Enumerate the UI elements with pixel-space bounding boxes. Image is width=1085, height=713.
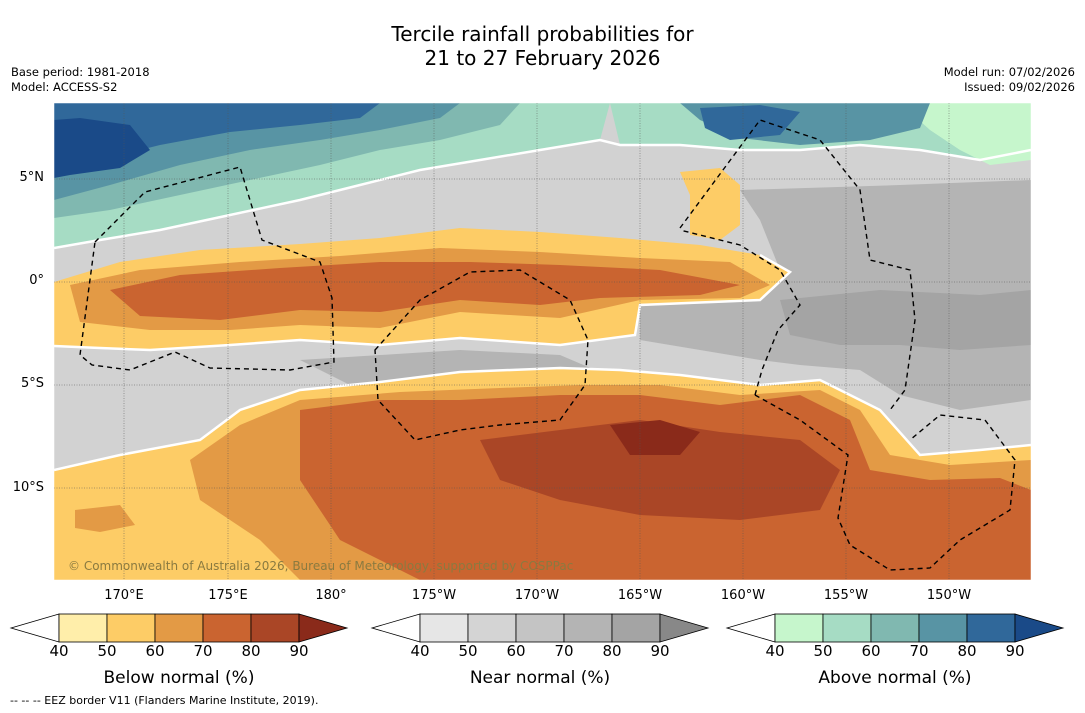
- near-tick-50: 50: [458, 642, 478, 660]
- eez-footnote: -- -- -- EEZ border V11 (Flanders Marine…: [10, 694, 319, 707]
- lon-label-180: 180°: [315, 588, 347, 603]
- below-normal-colorbar-swatch: [154, 613, 204, 643]
- below-normal-colorbar-swatch: [202, 613, 252, 643]
- near-normal-colorbar-swatch: [611, 613, 661, 643]
- below-normal-colorbar-swatch: [250, 613, 300, 643]
- lat-label-5s: 5°S: [20, 376, 44, 391]
- lon-label-175e: 175°E: [208, 588, 248, 603]
- lon-label-160w: 160°W: [720, 588, 766, 603]
- issued-date: Issued: 09/02/2026: [964, 80, 1075, 94]
- lon-label-165w: 165°W: [617, 588, 663, 603]
- probability-fields: [54, 103, 1031, 580]
- below-normal-colorbar-over-triangle: [298, 613, 349, 643]
- above-normal-colorbar-under-triangle: [725, 613, 776, 643]
- above-normal-region-nw-80: [54, 103, 380, 175]
- below-tick-80: 80: [241, 642, 261, 660]
- above-normal-colorbar-swatch: [822, 613, 872, 643]
- below-normal-sw-60: [75, 505, 135, 532]
- below-normal-colorbar-swatch: [58, 613, 108, 643]
- above-normal-legend-label: Above normal (%): [818, 668, 972, 688]
- above-tick-40: 40: [765, 642, 785, 660]
- near-tick-90: 90: [650, 642, 670, 660]
- model-name: Model: ACCESS-S2: [11, 80, 118, 94]
- above-tick-90: 90: [1005, 642, 1025, 660]
- below-normal-ne-patch: [680, 168, 740, 240]
- lat-label-10s: 10°S: [12, 480, 44, 495]
- near-normal-colorbar-swatch: [515, 613, 565, 643]
- near-normal-colorbar-under-triangle: [370, 613, 421, 643]
- contour-line-equator: [54, 253, 793, 352]
- lon-label-170e: 170°E: [104, 588, 144, 603]
- title-line-1: Tercile rainfall probabilities for: [391, 22, 694, 46]
- below-tick-40: 40: [49, 642, 69, 660]
- near-normal-colorbar-swatch: [467, 613, 517, 643]
- above-normal-colorbar-swatch: [870, 613, 920, 643]
- base-period: Base period: 1981-2018: [11, 65, 150, 79]
- near-tick-60: 60: [506, 642, 526, 660]
- above-normal-colorbar-swatch: [966, 613, 1016, 643]
- near-normal-darkest-east: [780, 290, 1031, 350]
- below-tick-60: 60: [145, 642, 165, 660]
- below-normal-southern-90: [610, 420, 700, 455]
- model-run: Model run: 07/02/2026: [943, 65, 1075, 79]
- graticule: [54, 103, 1031, 580]
- map-frame: [53, 102, 1032, 581]
- below-tick-50: 50: [97, 642, 117, 660]
- near-tick-40: 40: [410, 642, 430, 660]
- near-tick-80: 80: [602, 642, 622, 660]
- above-normal-region-ne-80: [700, 105, 800, 140]
- above-normal-region-nw-90: [54, 118, 150, 178]
- above-normal-colorbar-over-triangle: [1014, 613, 1065, 643]
- near-normal-legend-label: Near normal (%): [469, 668, 611, 688]
- below-normal-equatorial-70: [110, 262, 740, 320]
- lon-label-150w: 150°W: [926, 588, 972, 603]
- above-tick-50: 50: [813, 642, 833, 660]
- above-tick-60: 60: [861, 642, 881, 660]
- near-normal-colorbar-swatch: [563, 613, 613, 643]
- contour-line-north: [54, 138, 1031, 250]
- near-tick-70: 70: [554, 642, 574, 660]
- lat-label-0: 0°: [29, 273, 44, 288]
- lon-label-155w: 155°W: [823, 588, 869, 603]
- lat-label-5n: 5°N: [19, 170, 45, 185]
- near-normal-colorbar-over-triangle: [659, 613, 710, 643]
- above-tick-80: 80: [957, 642, 977, 660]
- below-tick-70: 70: [193, 642, 213, 660]
- eez-borders: [79, 119, 1016, 571]
- below-normal-colorbar-swatch: [106, 613, 156, 643]
- near-normal-colorbar-swatch: [419, 613, 469, 643]
- above-normal-colorbar-swatch: [774, 613, 824, 643]
- lon-label-170w: 170°W: [514, 588, 560, 603]
- below-tick-90: 90: [289, 642, 309, 660]
- copyright-notice: © Commonwealth of Australia 2026, Bureau…: [68, 559, 574, 573]
- title-line-2: 21 to 27 February 2026: [424, 46, 661, 70]
- meta-left: Base period: 1981-2018 Model: ACCESS-S2: [11, 65, 150, 95]
- below-normal-southern-80: [480, 420, 840, 520]
- meta-right: Model run: 07/02/2026 Issued: 09/02/2026: [944, 65, 1075, 95]
- above-tick-70: 70: [909, 642, 929, 660]
- map-title: Tercile rainfall probabilities for 21 to…: [0, 22, 1085, 70]
- below-normal-legend-label: Below normal (%): [103, 668, 255, 688]
- below-normal-colorbar-under-triangle: [9, 613, 60, 643]
- contour-line-south: [54, 366, 1031, 472]
- lon-label-175w: 175°W: [411, 588, 457, 603]
- above-normal-region-ne-light: [900, 103, 1031, 165]
- above-normal-colorbar-swatch: [918, 613, 968, 643]
- colorbars: [9, 613, 1065, 643]
